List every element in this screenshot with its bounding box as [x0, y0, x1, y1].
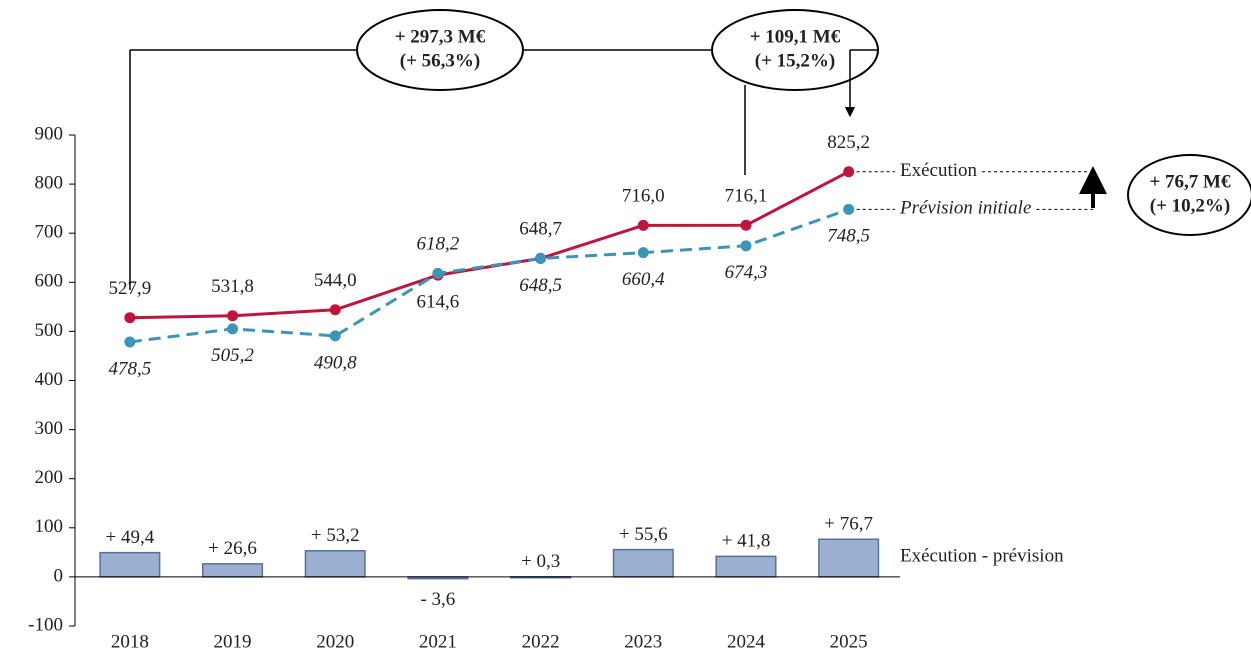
- bar: [715, 555, 777, 578]
- point: [843, 203, 855, 215]
- bar-label: - 3,6: [420, 589, 455, 610]
- y-tick-label: 900: [35, 123, 64, 144]
- bar-label: + 53,2: [311, 525, 360, 546]
- bar-label: + 41,8: [722, 531, 771, 552]
- y-tick-label: 200: [35, 467, 64, 488]
- bar-label: + 55,6: [619, 524, 668, 545]
- point-label: 716,0: [622, 186, 665, 207]
- y-tick-label: 600: [35, 271, 64, 292]
- annotation-text: (+ 15,2%): [755, 50, 835, 71]
- point-label: 748,5: [827, 226, 870, 247]
- point-label: 478,5: [108, 358, 151, 379]
- y-tick-label: 500: [35, 320, 64, 341]
- point: [637, 247, 649, 259]
- annotation-text: (+ 10,2%): [1150, 195, 1230, 216]
- point-label: 648,7: [519, 219, 562, 240]
- y-tick-label: 800: [35, 172, 64, 193]
- series-label: Exécution: [900, 160, 978, 181]
- point-label: 716,1: [725, 186, 768, 207]
- point: [329, 330, 341, 342]
- point-label: 648,5: [519, 275, 562, 296]
- y-tick-label: -100: [28, 614, 63, 635]
- point: [843, 166, 855, 178]
- annotation-text: (+ 56,3%): [400, 50, 480, 71]
- point: [637, 219, 649, 231]
- bar: [304, 550, 366, 578]
- point-label: 618,2: [417, 234, 460, 255]
- y-tick-label: 400: [35, 369, 64, 390]
- bar-label: + 76,7: [824, 514, 873, 535]
- point-label: 614,6: [417, 291, 460, 312]
- point: [227, 323, 239, 335]
- point: [740, 219, 752, 231]
- y-tick-label: 700: [35, 222, 64, 243]
- x-tick-label: 2025: [830, 631, 868, 652]
- line: [129, 170, 850, 320]
- series-label: Exécution - prévision: [900, 545, 1064, 566]
- annotation-text: + 76,7 M€: [1149, 171, 1231, 192]
- annotation-box: [1127, 154, 1251, 236]
- x-tick-label: 2018: [111, 631, 149, 652]
- bar: [818, 538, 880, 578]
- y-tick-label: 0: [54, 565, 64, 586]
- point: [329, 304, 341, 316]
- x-tick-label: 2019: [214, 631, 252, 652]
- point: [432, 267, 444, 279]
- bar: [202, 563, 264, 578]
- y-tick-label: 300: [35, 418, 64, 439]
- x-tick-label: 2023: [624, 631, 662, 652]
- point: [124, 336, 136, 348]
- bar-label: + 49,4: [105, 527, 154, 548]
- y-tick-label: 100: [35, 516, 64, 537]
- line: [129, 207, 850, 344]
- point: [740, 240, 752, 252]
- series-label: Prévision initiale: [899, 198, 1031, 219]
- x-tick-label: 2022: [522, 631, 560, 652]
- point: [227, 310, 239, 322]
- bar-label: + 0,3: [521, 551, 560, 572]
- point: [535, 252, 547, 264]
- point-label: 490,8: [314, 352, 357, 373]
- point-label: 505,2: [211, 345, 254, 366]
- bar: [99, 551, 161, 578]
- point: [124, 312, 136, 324]
- bar-label: + 26,6: [208, 538, 257, 559]
- point-label: 674,3: [725, 262, 768, 283]
- point-label: 544,0: [314, 270, 357, 291]
- annotation-text: + 109,1 M€: [750, 26, 841, 47]
- point-label: 825,2: [827, 132, 870, 153]
- x-tick-label: 2021: [419, 631, 457, 652]
- x-tick-label: 2024: [727, 631, 766, 652]
- point-label: 531,8: [211, 276, 254, 297]
- point-label: 660,4: [622, 269, 665, 290]
- x-tick-label: 2020: [316, 631, 354, 652]
- annotation-text: + 297,3 M€: [395, 26, 486, 47]
- bar: [612, 548, 674, 578]
